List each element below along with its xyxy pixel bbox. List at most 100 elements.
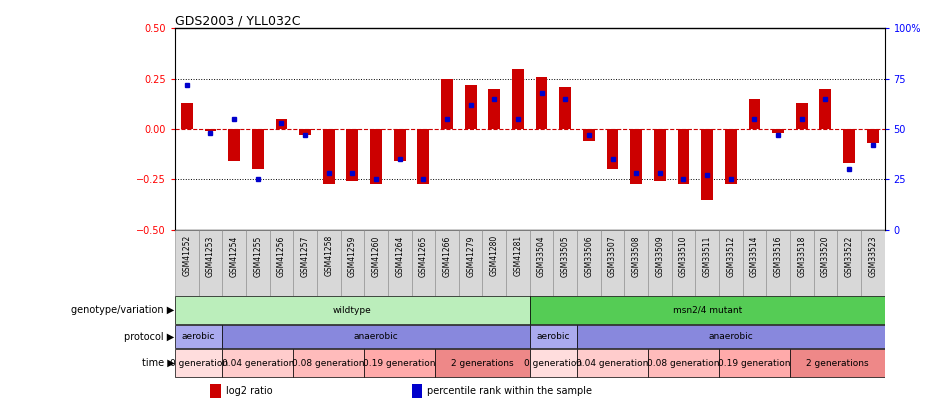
Bar <box>766 230 790 296</box>
Text: GSM33509: GSM33509 <box>656 235 664 277</box>
Bar <box>175 296 530 324</box>
Text: percentile rank within the sample: percentile rank within the sample <box>427 386 592 396</box>
Text: 0.04 generation: 0.04 generation <box>221 358 294 367</box>
Text: 0.08 generation: 0.08 generation <box>292 358 365 367</box>
Text: GSM41256: GSM41256 <box>277 235 286 277</box>
Text: aerobic: aerobic <box>182 332 216 341</box>
Text: 0.04 generation: 0.04 generation <box>576 358 649 367</box>
Bar <box>748 99 761 129</box>
Text: GSM33523: GSM33523 <box>868 235 877 277</box>
Bar <box>861 230 885 296</box>
Bar <box>648 230 672 296</box>
Text: GSM33506: GSM33506 <box>585 235 593 277</box>
Bar <box>417 129 429 183</box>
Bar <box>719 230 743 296</box>
Text: GDS2003 / YLL032C: GDS2003 / YLL032C <box>175 14 301 27</box>
Bar <box>506 230 530 296</box>
Text: msn2/4 mutant: msn2/4 mutant <box>673 306 742 315</box>
Bar <box>388 230 412 296</box>
Bar <box>672 230 695 296</box>
Bar <box>370 129 382 183</box>
Bar <box>441 79 453 129</box>
Bar <box>228 129 240 161</box>
Bar <box>364 349 435 377</box>
Text: GSM41281: GSM41281 <box>514 235 522 276</box>
Bar <box>837 230 861 296</box>
Bar <box>701 129 713 200</box>
Text: GSM41253: GSM41253 <box>206 235 215 277</box>
Bar <box>559 87 571 129</box>
Bar <box>317 230 341 296</box>
Text: genotype/variation ▶: genotype/variation ▶ <box>71 305 174 315</box>
Text: GSM33512: GSM33512 <box>727 235 735 277</box>
Bar <box>199 230 222 296</box>
Bar <box>577 349 648 377</box>
Bar <box>677 129 690 183</box>
Text: GSM41258: GSM41258 <box>324 235 333 276</box>
Text: GSM41255: GSM41255 <box>254 235 262 277</box>
Bar <box>814 230 837 296</box>
Bar <box>790 349 885 377</box>
Text: GSM41264: GSM41264 <box>395 235 404 277</box>
Text: GSM41257: GSM41257 <box>301 235 309 277</box>
Bar <box>488 89 500 129</box>
Bar <box>630 129 642 183</box>
Bar <box>435 349 530 377</box>
Bar <box>695 230 719 296</box>
Text: 0 generation: 0 generation <box>524 358 583 367</box>
Bar <box>412 384 422 398</box>
Text: GSM33511: GSM33511 <box>703 235 711 277</box>
Bar <box>323 129 335 183</box>
Bar <box>530 349 577 377</box>
Text: GSM41252: GSM41252 <box>183 235 191 276</box>
Text: GSM33510: GSM33510 <box>679 235 688 277</box>
Text: GSM41265: GSM41265 <box>419 235 428 277</box>
Text: GSM41259: GSM41259 <box>348 235 357 277</box>
Bar <box>648 349 719 377</box>
Text: 2 generations: 2 generations <box>806 358 868 367</box>
Bar <box>412 230 435 296</box>
Text: 2 generations: 2 generations <box>451 358 514 367</box>
Bar <box>482 230 506 296</box>
Bar <box>175 349 222 377</box>
Bar <box>246 230 270 296</box>
Bar <box>464 85 477 129</box>
Bar <box>252 129 264 169</box>
Bar <box>553 230 577 296</box>
Bar <box>275 119 288 129</box>
Bar <box>790 230 814 296</box>
Text: GSM33514: GSM33514 <box>750 235 759 277</box>
Text: GSM33508: GSM33508 <box>632 235 640 277</box>
Text: GSM41266: GSM41266 <box>443 235 451 277</box>
Text: aerobic: aerobic <box>536 332 570 341</box>
Bar <box>624 230 648 296</box>
Text: log2 ratio: log2 ratio <box>226 386 272 396</box>
Bar <box>270 230 293 296</box>
Bar <box>364 230 388 296</box>
Bar <box>530 230 553 296</box>
Bar <box>222 349 293 377</box>
Bar <box>843 129 855 163</box>
Text: GSM41260: GSM41260 <box>372 235 380 277</box>
Bar <box>601 230 624 296</box>
Bar <box>577 325 885 348</box>
Text: anaerobic: anaerobic <box>354 332 398 341</box>
Bar <box>222 230 246 296</box>
Bar <box>530 325 577 348</box>
Bar <box>796 103 808 129</box>
Bar <box>459 230 482 296</box>
Bar <box>819 89 832 129</box>
Bar <box>346 129 359 181</box>
Bar <box>577 230 601 296</box>
Text: 0.19 generation: 0.19 generation <box>363 358 436 367</box>
Text: 0 generation: 0 generation <box>169 358 228 367</box>
Bar <box>435 230 459 296</box>
Text: time ▶: time ▶ <box>142 358 174 368</box>
Text: GSM41254: GSM41254 <box>230 235 238 277</box>
Text: GSM41279: GSM41279 <box>466 235 475 277</box>
Bar <box>394 129 406 161</box>
Bar <box>181 103 193 129</box>
Bar <box>293 349 364 377</box>
Text: GSM33522: GSM33522 <box>845 235 853 277</box>
Bar <box>719 349 790 377</box>
